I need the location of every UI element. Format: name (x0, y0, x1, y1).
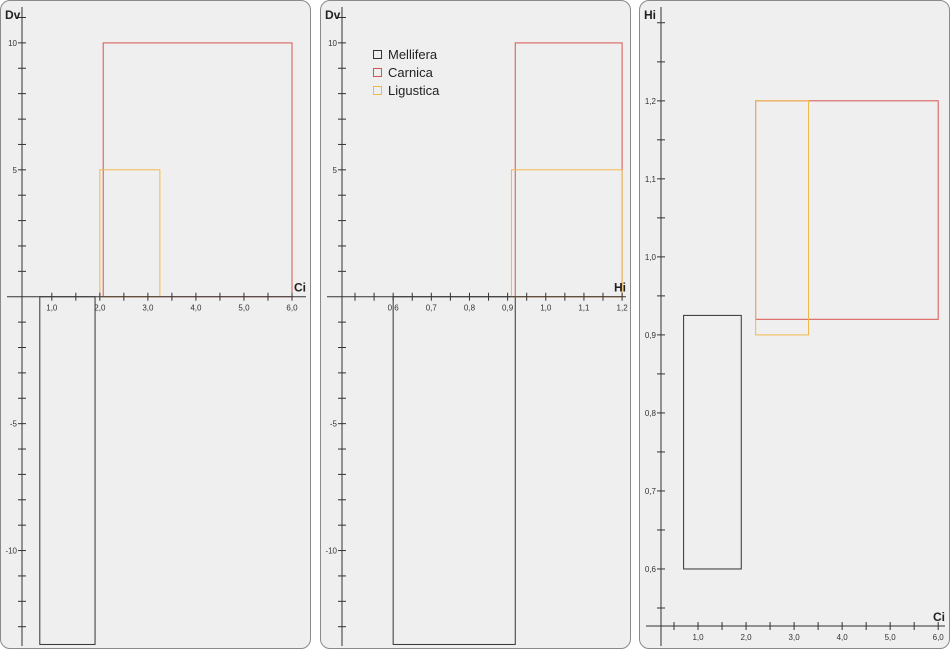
y-tick-label: 1,1 (645, 175, 657, 184)
x-tick-label: 0,9 (502, 304, 514, 313)
legend: Mellifera Carnica Ligustica (373, 45, 439, 99)
x-tick-label: 4,0 (837, 633, 849, 642)
y-tick-label: 0,6 (645, 565, 657, 574)
legend-item-carnica: Carnica (373, 63, 439, 81)
x-tick-label: 3,0 (789, 633, 801, 642)
y-tick-label: 5 (333, 166, 338, 175)
y-tick-label: 0,7 (645, 487, 657, 496)
x-tick-label: 3,0 (142, 304, 154, 313)
x-tick-label: 1,0 (540, 304, 552, 313)
y-tick-label: 0,9 (645, 331, 657, 340)
chart-hi-dv: -10 -5 5 10 0,6 0,7 0,8 0,9 1,0 1,1 1,2 Hi Dv (325, 7, 629, 646)
chart-panel-ci-hi: 0,6 0,7 0,8 0,9 1,0 1,1 1,2 1,0 2,0 3,0 4,0 5,0 6,0 C… (639, 0, 950, 649)
y-tick-label: 1,2 (645, 97, 657, 106)
y-tick-label: -5 (10, 420, 18, 429)
legend-label-carnica: Carnica (388, 64, 433, 80)
x-tick-label: 5,0 (238, 304, 250, 313)
x-axis-label: Ci (933, 610, 945, 624)
chart-ci-dv: -10 -5 5 10 1,0 2,0 3,0 4,0 5,0 6,0 Ci Dv (5, 7, 306, 646)
y-tick-label: -10 (325, 547, 337, 556)
x-tick-label: 2,0 (94, 304, 106, 313)
x-tick-label: 2,0 (740, 633, 752, 642)
legend-item-mellifera: Mellifera (373, 45, 439, 63)
range-box-ligustica (755, 100, 809, 336)
x-tick-label: 0,8 (464, 304, 476, 313)
x-tick-label: 0,7 (426, 304, 438, 313)
chart-panel-ci-dv: -10 -5 5 10 1,0 2,0 3,0 4,0 5,0 6,0 Ci Dv (0, 0, 311, 649)
x-axis-label: Hi (614, 281, 626, 295)
range-box-carnica (755, 100, 939, 320)
x-tick-label: 6,0 (286, 304, 298, 313)
y-tick-label: 10 (8, 39, 17, 48)
legend-item-ligustica: Ligustica (373, 81, 439, 99)
range-box-mellifera (39, 296, 96, 645)
x-tick-label: 1,2 (617, 304, 629, 313)
y-tick-label: -10 (5, 547, 17, 556)
x-tick-label: 0,6 (388, 304, 400, 313)
range-box-ligustica (99, 169, 161, 298)
y-axis-label: Dv (325, 8, 341, 22)
x-tick-label: 1,1 (578, 304, 590, 313)
legend-swatch-ligustica (373, 85, 382, 95)
y-axis-label: Dv (5, 8, 21, 22)
y-axis-label: Hi (644, 8, 656, 22)
legend-swatch-mellifera (373, 49, 382, 59)
range-box-ligustica (510, 169, 623, 298)
legend-label-mellifera: Mellifera (388, 46, 438, 62)
chart-panel-hi-dv: -10 -5 5 10 0,6 0,7 0,8 0,9 1,0 1,1 1,2 Hi Dv Mellif… (320, 0, 631, 649)
y-tick-label: 10 (328, 39, 337, 48)
chart-ci-hi: 0,6 0,7 0,8 0,9 1,0 1,1 1,2 1,0 2,0 3,0 4,0 5,0 6,0 C… (644, 7, 945, 646)
legend-label-ligustica: Ligustica (388, 82, 440, 98)
range-box-mellifera (392, 296, 516, 645)
x-tick-label: 5,0 (885, 633, 897, 642)
y-tick-label: -5 (330, 420, 338, 429)
x-tick-label: 6,0 (933, 633, 945, 642)
x-tick-label: 4,0 (190, 304, 202, 313)
x-axis-label: Ci (294, 281, 306, 295)
range-box-mellifera (683, 314, 742, 570)
y-tick-label: 1,0 (645, 253, 657, 262)
legend-swatch-carnica (373, 67, 382, 77)
y-tick-label: 0,8 (645, 409, 657, 418)
y-tick-label: 5 (13, 166, 18, 175)
x-tick-label: 1,0 (692, 633, 704, 642)
x-tick-label: 1,0 (46, 304, 58, 313)
